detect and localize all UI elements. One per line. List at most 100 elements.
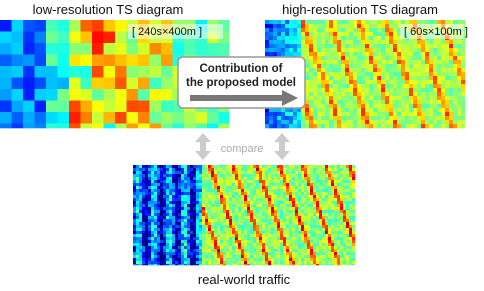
heat-cell	[310, 246, 313, 249]
heat-cell	[353, 52, 357, 56]
heat-cell	[184, 234, 187, 237]
heat-cell	[401, 96, 405, 100]
heat-cell	[298, 240, 301, 243]
heat-cell	[349, 207, 352, 210]
heat-cell	[139, 255, 142, 258]
heat-cell	[325, 80, 329, 84]
heat-cell	[283, 219, 286, 222]
heat-cell	[220, 189, 223, 192]
heat-cell	[421, 108, 425, 112]
heat-cell	[321, 40, 325, 44]
heat-cell	[202, 201, 205, 204]
heat-cell	[401, 52, 405, 56]
heat-cell	[178, 165, 181, 168]
heat-cell	[274, 192, 277, 195]
heat-cell	[325, 186, 328, 189]
heat-cell	[417, 96, 421, 100]
heat-cell	[389, 112, 393, 116]
heat-cell	[154, 228, 157, 231]
heat-cell	[268, 174, 271, 177]
heat-cell	[397, 40, 401, 44]
heat-cell	[205, 249, 208, 252]
heat-cell	[208, 216, 211, 219]
heat-cell	[193, 237, 196, 240]
heat-cell	[295, 210, 298, 213]
heat-cell	[35, 43, 47, 55]
heat-cell	[269, 112, 273, 116]
heat-cell	[271, 183, 274, 186]
heat-cell	[369, 36, 373, 40]
heat-cell	[133, 240, 136, 243]
heat-cell	[328, 198, 331, 201]
heat-cell	[437, 84, 441, 88]
heat-cell	[349, 24, 353, 28]
heat-cell	[247, 225, 250, 228]
heat-cell	[461, 120, 465, 124]
heat-cell	[346, 180, 349, 183]
heat-cell	[217, 261, 220, 264]
heat-cell	[401, 64, 405, 68]
heat-cell	[313, 44, 317, 48]
heat-cell	[337, 100, 341, 104]
heat-cell	[280, 234, 283, 237]
heat-cell	[425, 68, 429, 72]
heat-cell	[220, 180, 223, 183]
heat-cell	[309, 112, 313, 116]
heat-cell	[277, 180, 280, 183]
heat-cell	[331, 186, 334, 189]
heat-cell	[409, 68, 413, 72]
heat-cell	[319, 219, 322, 222]
heat-cell	[437, 76, 441, 80]
heat-cell	[313, 210, 316, 213]
heat-cell	[259, 198, 262, 201]
heat-cell	[286, 183, 289, 186]
heat-cell	[385, 28, 389, 32]
heat-cell	[425, 124, 429, 128]
heat-cell	[190, 231, 193, 234]
heat-cell	[283, 198, 286, 201]
heat-cell	[133, 225, 136, 228]
heat-cell	[337, 252, 340, 255]
heat-cell	[244, 165, 247, 168]
heat-cell	[298, 180, 301, 183]
heat-cell	[334, 243, 337, 246]
heat-cell	[269, 120, 273, 124]
heat-cell	[413, 88, 417, 92]
heat-cell	[214, 237, 217, 240]
heat-cell	[349, 186, 352, 189]
heat-cell	[241, 216, 244, 219]
heat-cell	[58, 20, 70, 32]
heat-cell	[343, 246, 346, 249]
heat-cell	[208, 264, 211, 265]
heat-cell	[187, 165, 190, 168]
heat-cell	[274, 183, 277, 186]
heat-cell	[199, 231, 202, 234]
heat-cell	[277, 120, 281, 124]
heat-cell	[298, 201, 301, 204]
heat-cell	[349, 56, 353, 60]
heat-cell	[304, 171, 307, 174]
heat-cell	[265, 195, 268, 198]
heat-cell	[265, 171, 268, 174]
heat-cell	[346, 225, 349, 228]
heat-cell	[211, 210, 214, 213]
heat-cell	[409, 116, 413, 120]
heat-cell	[157, 189, 160, 192]
heat-cell	[148, 195, 151, 198]
heat-cell	[157, 177, 160, 180]
heat-cell	[381, 64, 385, 68]
heat-cell	[309, 92, 313, 96]
heat-cell	[81, 20, 93, 32]
heat-cell	[337, 228, 340, 231]
heat-cell	[437, 92, 441, 96]
heat-cell	[417, 56, 421, 60]
heat-cell	[202, 258, 205, 261]
heat-cell	[317, 20, 321, 24]
heat-cell	[250, 189, 253, 192]
heat-cell	[289, 20, 293, 24]
heat-cell	[286, 246, 289, 249]
heat-cell	[349, 198, 352, 201]
heat-cell	[196, 225, 199, 228]
heat-cell	[357, 40, 361, 44]
heat-cell	[295, 222, 298, 225]
